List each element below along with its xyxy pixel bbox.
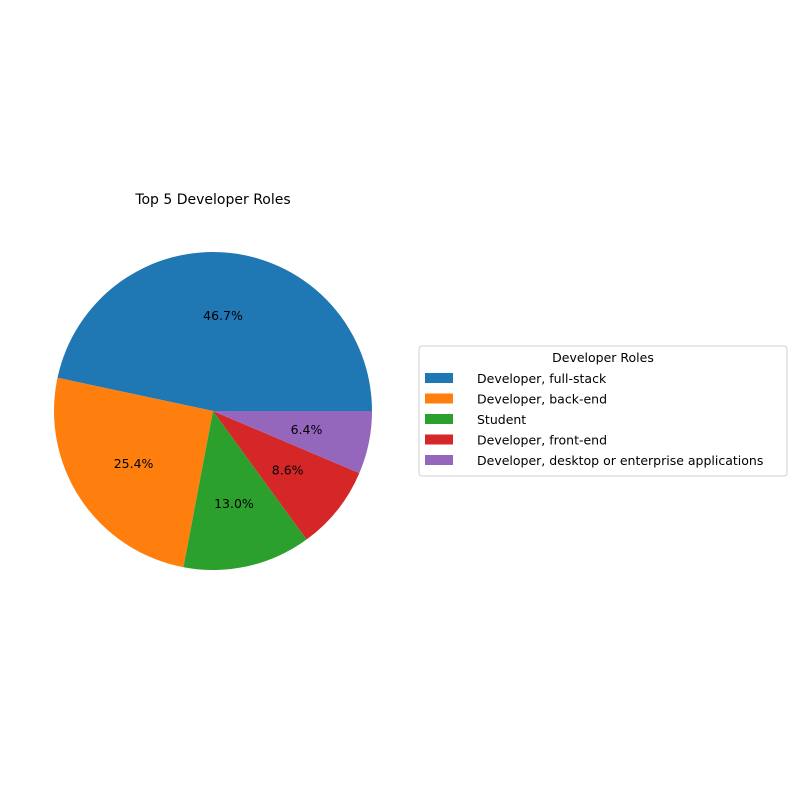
legend-swatch bbox=[425, 393, 453, 404]
pie-slice bbox=[213, 411, 372, 474]
pie-percentage-label: 13.0% bbox=[214, 496, 254, 511]
pie-percentage-label: 46.7% bbox=[203, 308, 243, 323]
legend-entry-label: Developer, desktop or enterprise applica… bbox=[477, 453, 763, 468]
pie-percentage-label: 8.6% bbox=[272, 462, 304, 477]
legend: Developer Roles Developer, full-stackDev… bbox=[418, 345, 788, 477]
legend-entry-label: Developer, full-stack bbox=[477, 371, 607, 386]
pie-slices bbox=[54, 252, 372, 570]
legend-swatch bbox=[425, 373, 453, 383]
legend-entry-label: Developer, back-end bbox=[477, 392, 607, 407]
pie-slice bbox=[183, 411, 307, 570]
legend-swatch bbox=[425, 434, 453, 445]
legend-entry-label: Student bbox=[477, 412, 526, 427]
chart-title: Top 5 Developer Roles bbox=[134, 192, 290, 208]
pie-slice bbox=[54, 377, 214, 568]
pie-percentage-label: 6.4% bbox=[291, 422, 323, 437]
legend-title: Developer Roles bbox=[552, 350, 654, 365]
pie-percentage-label: 25.4% bbox=[114, 456, 154, 471]
legend-frame bbox=[418, 345, 788, 477]
legend-swatch bbox=[425, 414, 453, 424]
pie-slice bbox=[57, 252, 372, 411]
legend-items: Developer, full-stack Developer, back-end… bbox=[425, 371, 763, 468]
pie-slice bbox=[213, 411, 360, 540]
pie-percentage-labels: 46.7% 25.4% 13.0% 8.6% 6.4% bbox=[114, 308, 323, 511]
legend-entry-label: Developer, front-end bbox=[477, 433, 607, 448]
legend-swatch bbox=[425, 455, 453, 465]
